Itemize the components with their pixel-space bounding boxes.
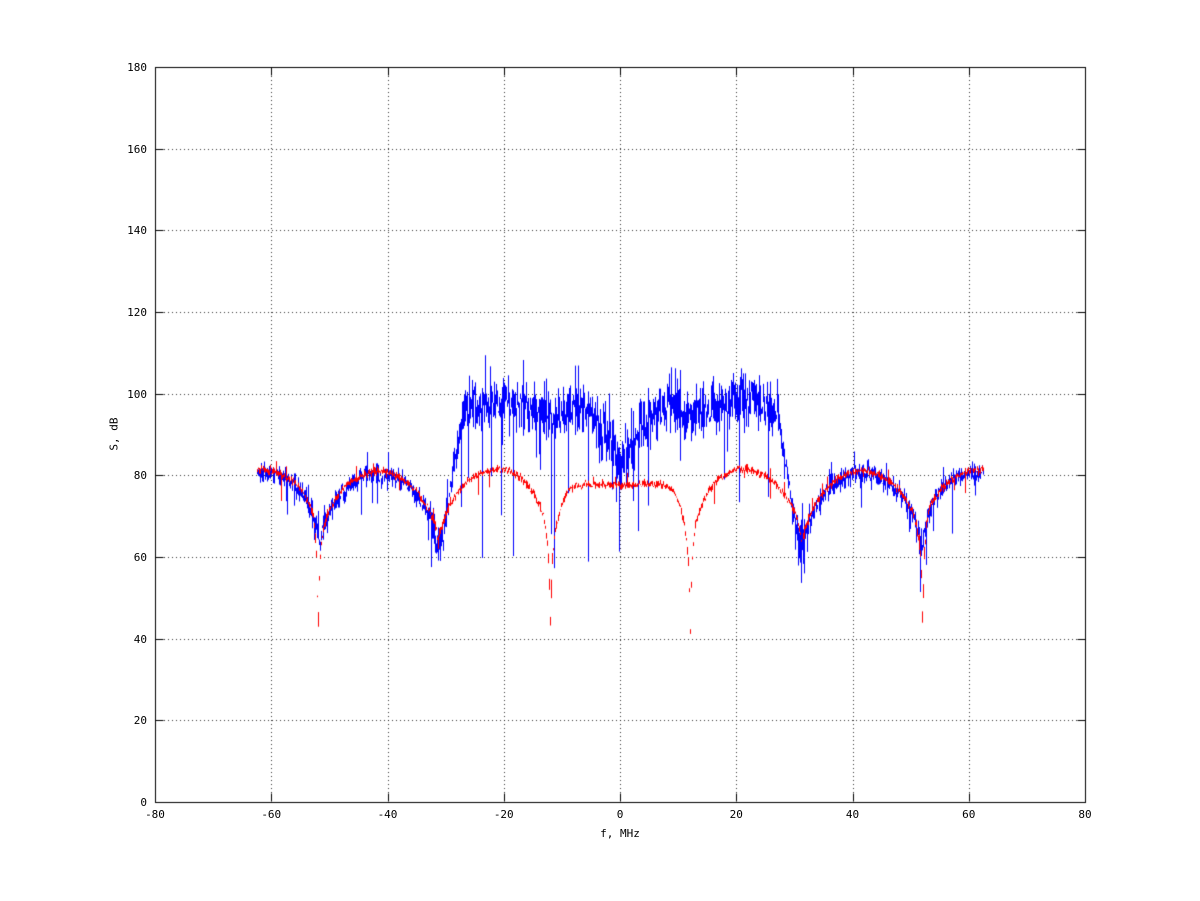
x-tick-label-80: 80 bbox=[1078, 808, 1092, 821]
x-tick-label-40: 40 bbox=[845, 808, 860, 821]
x-tick-label--60: -60 bbox=[261, 808, 282, 821]
x-tick-label-60: 60 bbox=[962, 808, 976, 821]
y-tick-label-60: 60 bbox=[133, 551, 147, 564]
y-tick-label-120: 120 bbox=[127, 306, 147, 319]
y-tick-label-20: 20 bbox=[133, 714, 147, 727]
y-tick-label-40: 40 bbox=[133, 633, 147, 646]
x-tick-label-20: 20 bbox=[729, 808, 743, 821]
x-axis-title: f, MHz bbox=[600, 827, 640, 840]
y-tick-label-0: 0 bbox=[140, 796, 147, 809]
y-tick-label-160: 160 bbox=[127, 143, 147, 156]
y-axis-title: S, dB bbox=[107, 417, 121, 451]
y-tick-label-140: 140 bbox=[127, 224, 147, 237]
y-tick-label-80: 80 bbox=[133, 469, 147, 482]
x-tick-label--20: -20 bbox=[493, 808, 514, 821]
x-tick-label--80: -80 bbox=[145, 808, 165, 821]
x-tick-label--40: -40 bbox=[377, 808, 398, 821]
y-tick-label-180: 180 bbox=[127, 61, 147, 74]
x-tick-label-0: 0 bbox=[616, 808, 624, 821]
y-tick-label-100: 100 bbox=[127, 388, 147, 401]
